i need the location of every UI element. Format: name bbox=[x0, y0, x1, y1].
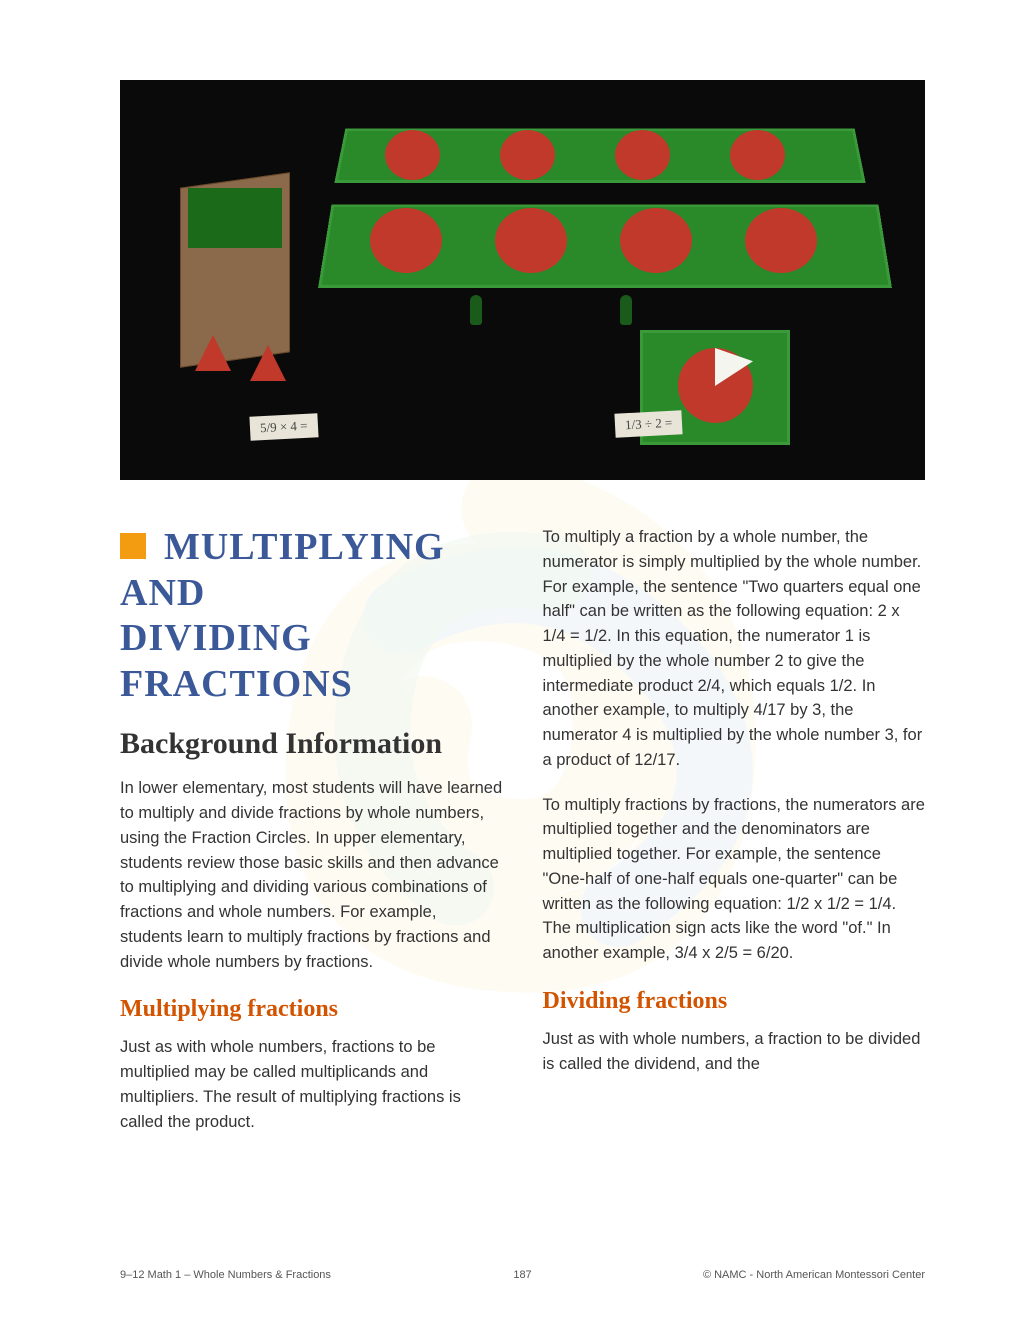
para-multiplying-2: To multiply a fraction by a whole number… bbox=[543, 525, 926, 773]
circle-mid bbox=[495, 208, 567, 273]
box-inset-top bbox=[188, 188, 282, 248]
skittle-pin bbox=[470, 295, 482, 325]
main-title: MULTIPLYING AND DIVIDING FRACTIONS bbox=[120, 525, 503, 707]
content-columns: MULTIPLYING AND DIVIDING FRACTIONS Backg… bbox=[120, 525, 925, 1154]
footer-page-number: 187 bbox=[513, 1269, 531, 1281]
circle-top bbox=[730, 130, 785, 180]
circle-top bbox=[500, 130, 555, 180]
para-multiplying-1: Just as with whole numbers, fractions to… bbox=[120, 1035, 503, 1134]
left-column: MULTIPLYING AND DIVIDING FRACTIONS Backg… bbox=[120, 525, 503, 1154]
title-bullet-icon bbox=[120, 533, 146, 559]
circle-mid bbox=[620, 208, 692, 273]
circle-mid bbox=[745, 208, 817, 273]
fraction-third-circle bbox=[678, 348, 753, 423]
ticket-left: 5/9 × 4 = bbox=[249, 413, 318, 441]
circle-top bbox=[615, 130, 670, 180]
title-line2: DIVIDING FRACTIONS bbox=[120, 616, 503, 707]
circle-mid bbox=[370, 208, 442, 273]
para-background: In lower elementary, most students will … bbox=[120, 776, 503, 974]
para-dividing-1: Just as with whole numbers, a fraction t… bbox=[543, 1027, 926, 1077]
footer-right: © NAMC - North American Montessori Cente… bbox=[703, 1269, 925, 1281]
skittle-pin bbox=[620, 295, 632, 325]
footer-left: 9–12 Math 1 – Whole Numbers & Fractions bbox=[120, 1269, 331, 1281]
ticket-right: 1/3 ÷ 2 = bbox=[614, 410, 682, 437]
right-column: To multiply a fraction by a whole number… bbox=[543, 525, 926, 1154]
hero-photo: 5/9 × 4 = 1/3 ÷ 2 = bbox=[120, 80, 925, 480]
circle-top bbox=[385, 130, 440, 180]
page-footer: 9–12 Math 1 – Whole Numbers & Fractions … bbox=[120, 1269, 925, 1281]
para-multiplying-3: To multiply fractions by fractions, the … bbox=[543, 793, 926, 966]
page-container: 5/9 × 4 = 1/3 ÷ 2 = MULTIPLYING AND DIVI… bbox=[0, 0, 1020, 1194]
heading-dividing: Dividing fractions bbox=[543, 988, 926, 1015]
heading-background: Background Information bbox=[120, 727, 503, 761]
heading-multiplying: Multiplying fractions bbox=[120, 996, 503, 1023]
title-line1: MULTIPLYING AND bbox=[120, 526, 445, 614]
